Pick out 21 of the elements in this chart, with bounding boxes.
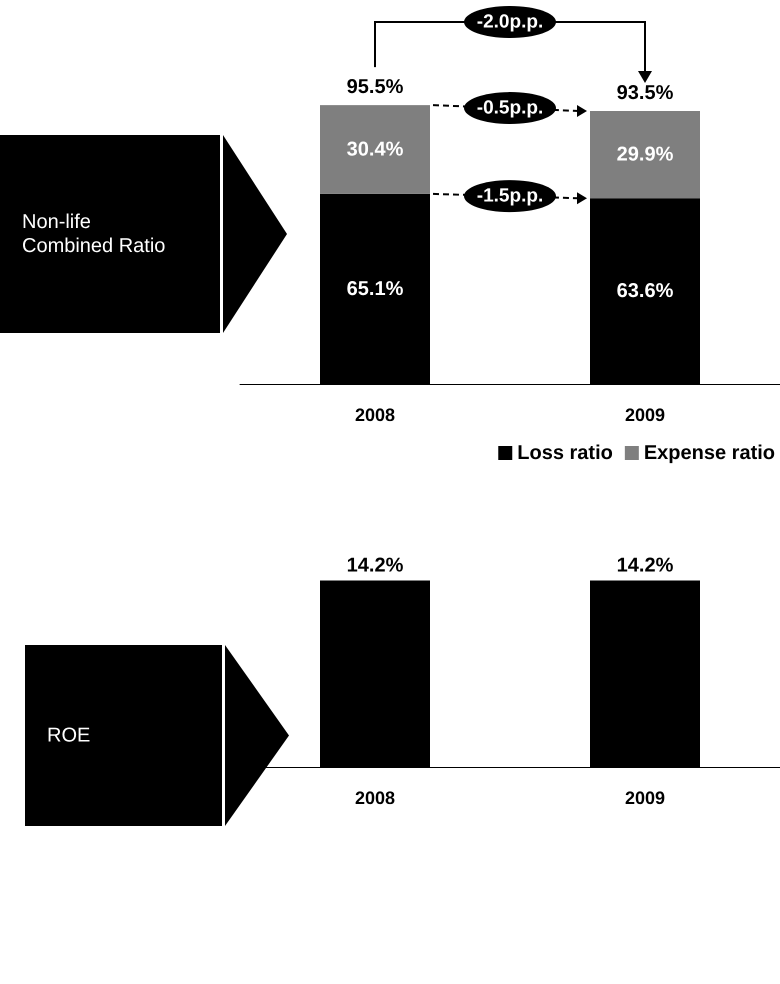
y-axis-title: ROE: [47, 724, 90, 746]
data-label: 14.2%: [346, 554, 404, 577]
data-label: 14.2%: [616, 554, 674, 577]
text: -2.0p.p.: [476, 12, 544, 32]
x-tick-label: 2008: [354, 405, 396, 425]
data-label: 63.6%: [616, 280, 674, 302]
x-tick-label: 2008: [354, 788, 396, 808]
data-label: 65.1%: [346, 278, 404, 300]
x-tick-label: 2009: [624, 788, 666, 808]
bar: [320, 105, 430, 194]
annotation: -0.5p.p.: [476, 98, 544, 119]
y-axis-title: Non-life Combined Ratio: [22, 211, 166, 257]
total-label: 93.5%: [616, 82, 674, 104]
total-label: 95.5%: [346, 76, 404, 98]
x-tick-label: 2009: [624, 405, 666, 425]
bar: [590, 110, 700, 198]
data-label: 29.9%: [616, 144, 674, 166]
legend-label: Expense ratio: [644, 442, 776, 464]
legend-label: Loss ratio: [517, 442, 613, 464]
annotation: -1.5p.p.: [476, 186, 544, 207]
data-label: 30.4%: [346, 138, 404, 161]
